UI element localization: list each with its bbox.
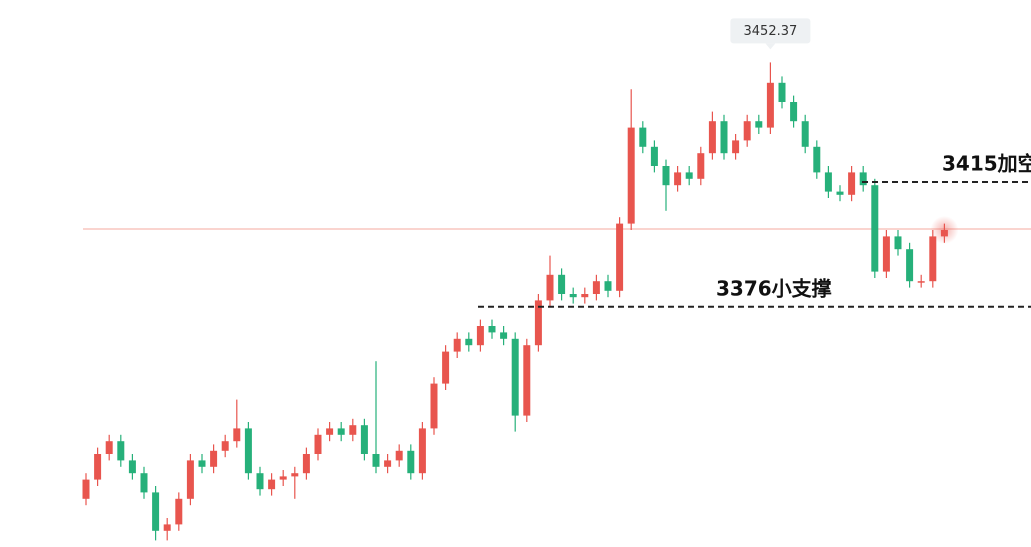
candle-body bbox=[302, 454, 310, 474]
candle-body bbox=[685, 172, 693, 179]
candle-body bbox=[476, 326, 484, 346]
candle-body bbox=[824, 172, 832, 192]
candle-body bbox=[140, 473, 148, 493]
candle-body bbox=[175, 498, 183, 525]
candle-body bbox=[604, 281, 612, 291]
candle-body bbox=[906, 249, 914, 282]
candle-body bbox=[117, 441, 125, 461]
candle-body bbox=[836, 191, 844, 195]
candle-body bbox=[453, 338, 461, 352]
candle-body bbox=[268, 479, 276, 490]
candle-body bbox=[592, 281, 600, 294]
candle-body bbox=[349, 425, 357, 435]
candle-body bbox=[732, 140, 740, 154]
candle-body bbox=[233, 428, 241, 442]
candle-body bbox=[778, 82, 786, 102]
candle-body bbox=[94, 454, 102, 480]
candle-body bbox=[326, 428, 334, 435]
candle-body bbox=[291, 473, 299, 477]
candle-body bbox=[790, 102, 798, 122]
candle-body bbox=[152, 492, 160, 531]
candle-body bbox=[198, 460, 206, 467]
candle-body bbox=[581, 294, 589, 298]
candle-body bbox=[894, 236, 902, 250]
candle-body bbox=[82, 479, 90, 499]
candle-body bbox=[442, 351, 450, 384]
candle-body bbox=[372, 454, 380, 467]
candle-body bbox=[523, 345, 531, 416]
candle-body bbox=[616, 223, 624, 291]
candle-body bbox=[418, 428, 426, 474]
candle-body bbox=[917, 281, 925, 283]
candle-body bbox=[314, 434, 322, 454]
candle-body bbox=[558, 274, 566, 294]
candle-body bbox=[674, 172, 682, 186]
live-glow bbox=[930, 216, 959, 244]
candle-body bbox=[801, 121, 809, 147]
candle-body bbox=[279, 476, 287, 480]
candle-body bbox=[105, 441, 113, 454]
candle-body bbox=[766, 82, 774, 128]
candle-body bbox=[569, 294, 577, 298]
candle-body bbox=[871, 185, 879, 272]
candle-body bbox=[848, 172, 856, 195]
candle-body bbox=[221, 441, 229, 451]
candle-body bbox=[384, 460, 392, 467]
candle-body bbox=[407, 450, 415, 474]
candle-body bbox=[360, 425, 368, 454]
candle-body bbox=[465, 338, 473, 346]
candle-body bbox=[163, 524, 171, 531]
level-label: 3415加空 bbox=[942, 152, 1031, 176]
candle-body bbox=[720, 121, 728, 154]
candle-body bbox=[743, 121, 751, 141]
candle-body bbox=[755, 121, 763, 128]
candle-body bbox=[882, 236, 890, 272]
candle-body bbox=[337, 428, 345, 435]
candle-body bbox=[546, 274, 554, 301]
level-label: 3376小支撑 bbox=[716, 276, 832, 300]
candle-body bbox=[813, 146, 821, 173]
candle-body bbox=[488, 326, 496, 333]
candle-body bbox=[627, 127, 635, 224]
candle-body bbox=[500, 332, 508, 339]
candle-body bbox=[256, 473, 264, 490]
candle-body bbox=[708, 121, 716, 154]
candle-body bbox=[511, 338, 519, 416]
candle-body bbox=[128, 460, 136, 474]
candle-body bbox=[662, 166, 670, 186]
candle-body bbox=[639, 127, 647, 147]
candle-body bbox=[697, 153, 705, 179]
tooltip-label: 3452.37 bbox=[744, 24, 798, 39]
candle-body bbox=[929, 236, 937, 282]
tooltip-box bbox=[730, 18, 811, 44]
tooltip-pointer bbox=[765, 43, 776, 50]
candle-body bbox=[210, 450, 218, 467]
candle-body bbox=[395, 450, 403, 461]
candle-body bbox=[859, 172, 867, 186]
candle-body bbox=[650, 146, 658, 166]
candle-body bbox=[186, 460, 194, 499]
candle-body bbox=[534, 300, 542, 346]
candle-body bbox=[244, 428, 252, 474]
candle-body bbox=[430, 383, 438, 429]
